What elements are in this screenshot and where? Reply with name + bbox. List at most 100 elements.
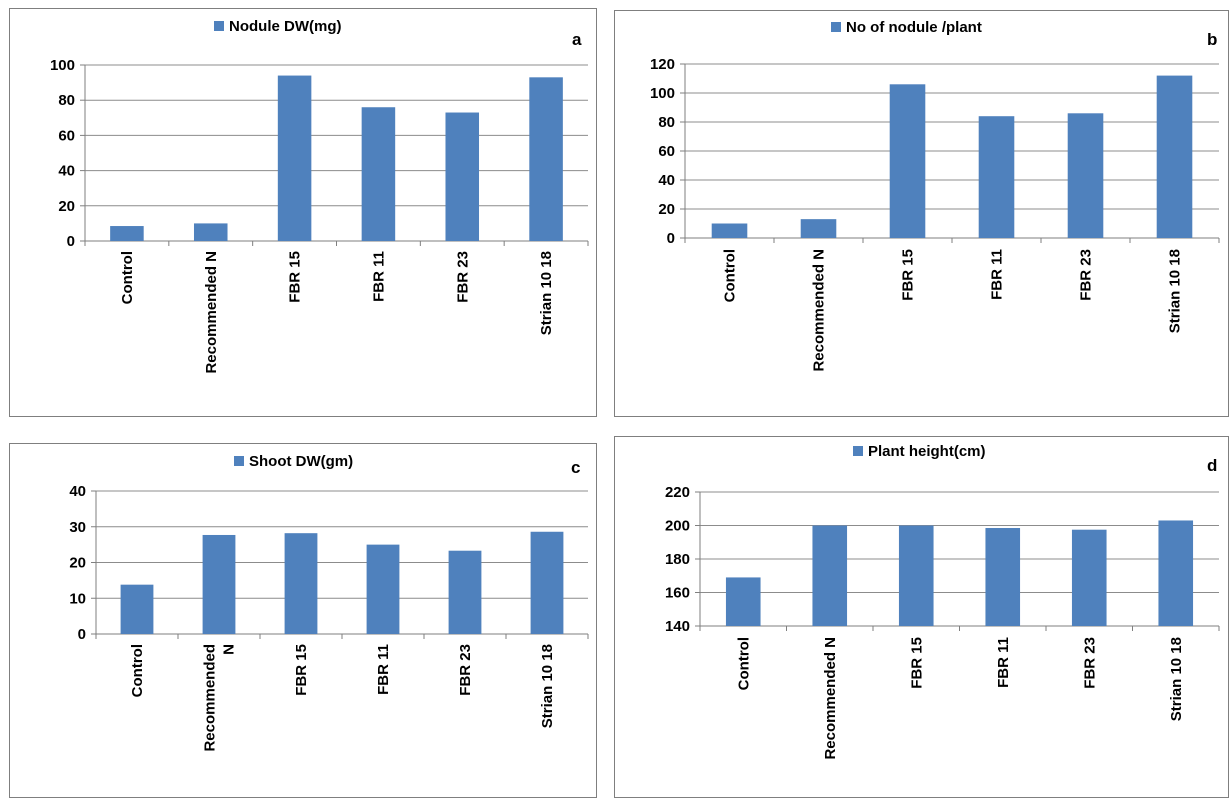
x-tick-label-b-2: Recommended N [811,249,828,372]
x-tick-label-line: FBR 15 [900,249,917,301]
bar-c-5 [448,550,482,634]
y-tick-label-b: 60 [658,143,675,160]
x-tick-label-line: FBR 11 [375,644,392,695]
bar-a-4 [361,107,396,242]
chart-d-svg: Plant height(cm) d 140 160 180 200 220 Control R… [665,443,1220,760]
y-tick-label-d: 160 [665,585,690,602]
y-tick-label-a: 80 [58,92,75,109]
x-tick-label-line: FBR 11 [989,249,1006,300]
x-tick-label-line: Recommended N [811,249,828,372]
x-tick-label-c-2: Recommended N [202,644,238,752]
legend-swatch-b [831,22,841,32]
x-tick-label-line: Strian 10 18 [1168,637,1185,721]
bar-d-5 [1071,529,1107,626]
bar-d-3 [898,525,934,626]
x-tick-label-a-6: Strian 10 18 [538,251,555,335]
panel-letter-b: b [1207,30,1217,49]
x-tick-label-line: FBR 23 [1081,637,1098,689]
legend-d: Plant height(cm) [853,443,986,460]
chart-panel-b: No of nodule /plant b 0 20 40 60 80 100 120 Contr… [614,10,1229,417]
y-tick-label-b: 20 [658,201,675,218]
bar-d-1 [725,577,761,626]
y-tick-label-a: 20 [58,198,75,215]
x-tick-label-d-4: FBR 11 [995,637,1012,688]
chart-a-svg: Nodule DW(mg) a 0 20 40 60 80 100 Control Recomme… [50,18,589,374]
x-tick-label-line: FBR 23 [454,251,471,303]
x-tick-label-line: FBR 15 [293,644,310,696]
x-tick-label-d-1: Control [735,637,752,690]
bar-b-6 [1156,75,1193,238]
x-tick-label-line: Control [735,637,752,690]
bar-b-3 [889,84,926,238]
x-tick-label-line: Recommended N [822,637,839,760]
x-tick-label-line: FBR 15 [908,637,925,689]
bar-b-5 [1067,113,1104,238]
x-tick-label-c-1: Control [129,644,146,697]
chart-panel-a: Nodule DW(mg) a 0 20 40 60 80 100 Control Recomme… [9,8,597,417]
x-tick-label-line: Strian 10 18 [539,644,556,728]
bar-d-6 [1158,520,1194,626]
bar-b-4 [978,116,1015,238]
legend-b: No of nodule /plant [831,19,982,36]
bar-a-3 [277,75,312,241]
y-tick-label-d: 220 [665,484,690,501]
bar-a-5 [445,112,480,242]
legend-label-d: Plant height(cm) [868,443,986,460]
y-tick-label-c: 20 [69,555,86,572]
x-tick-label-line: Control [119,251,136,304]
bar-a-1 [110,226,144,241]
x-tick-label-b-6: Strian 10 18 [1167,249,1184,333]
chart-panel-d: Plant height(cm) d 140 160 180 200 220 Control R… [614,436,1229,798]
x-tick-label-line: FBR 23 [457,644,474,696]
x-tick-label-d-5: FBR 23 [1081,637,1098,689]
x-tick-label-line: Strian 10 18 [1167,249,1184,333]
panel-letter-c: c [571,458,580,477]
chart-b-svg: No of nodule /plant b 0 20 40 60 80 100 120 Contr… [650,19,1220,372]
x-tick-label-d-6: Strian 10 18 [1168,637,1185,721]
bar-c-2 [202,534,236,634]
y-tick-label-d: 200 [665,518,690,535]
x-tick-label-a-5: FBR 23 [454,251,471,303]
bar-b-1 [711,223,748,238]
x-tick-label-c-3: FBR 15 [293,644,310,696]
x-tick-label-line: FBR 15 [287,251,304,303]
chart-panel-c: Shoot DW(gm) c 0 10 20 30 40 Control Recommended… [9,443,597,798]
x-tick-label-a-1: Control [119,251,136,304]
bar-a-2 [193,223,228,241]
legend-label-b: No of nodule /plant [846,19,982,36]
y-tick-label-a: 0 [67,233,75,250]
y-tick-label-d: 140 [665,618,690,635]
x-tick-label-line: Recommended [202,644,219,752]
legend-swatch-c [234,456,244,466]
y-tick-label-c: 10 [69,590,86,607]
y-tick-label-a: 60 [58,127,75,144]
bar-a-6 [529,77,563,241]
x-tick-label-d-2: Recommended N [822,637,839,760]
x-tick-label-a-3: FBR 15 [287,251,304,303]
y-tick-label-c: 0 [78,626,86,643]
x-tick-label-a-2: Recommended N [203,251,220,374]
bar-d-2 [812,525,848,626]
legend-swatch-a [214,21,224,31]
panel-letter-d: d [1207,456,1217,475]
x-tick-label-c-6: Strian 10 18 [539,644,556,728]
legend-label-a: Nodule DW(mg) [229,18,341,35]
bar-c-6 [530,531,564,634]
y-tick-label-b: 0 [667,230,675,247]
x-tick-label-line: Control [722,249,739,302]
y-tick-label-c: 40 [69,483,86,500]
y-tick-label-b: 100 [650,85,675,102]
y-tick-label-b: 80 [658,114,675,131]
x-tick-label-c-5: FBR 23 [457,644,474,696]
x-tick-label-line: Recommended N [203,251,220,374]
x-tick-label-line: FBR 11 [995,637,1012,688]
y-tick-label-b: 120 [650,56,675,73]
bar-c-1 [120,584,154,634]
chart-c-svg: Shoot DW(gm) c 0 10 20 30 40 Control Recommended… [69,453,589,752]
y-tick-label-c: 30 [69,519,86,536]
bar-c-3 [284,533,318,634]
x-tick-label-d-3: FBR 15 [908,637,925,689]
y-tick-label-a: 100 [50,57,75,74]
x-tick-label-b-3: FBR 15 [900,249,917,301]
x-tick-label-b-4: FBR 11 [989,249,1006,300]
